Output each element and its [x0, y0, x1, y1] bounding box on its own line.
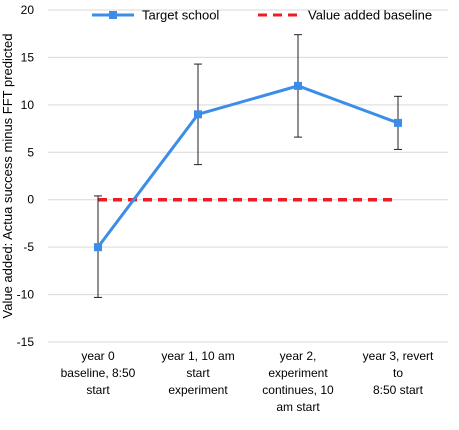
- y-axis-ticks: -15 -10 -5 0 5 10 15 20: [17, 3, 35, 349]
- y-tick-label: 15: [21, 50, 35, 64]
- y-tick-label: 20: [21, 3, 35, 17]
- y-tick-label: 10: [21, 98, 35, 112]
- x-tick-label: year 2, experiment continues, 10 am start: [262, 349, 334, 414]
- data-point: [194, 110, 202, 119]
- y-tick-label: 0: [27, 193, 34, 207]
- series-line: [96, 84, 399, 249]
- x-axis-ticks: year 0 baseline, 8:50 start year 1, 10 am st…: [61, 349, 434, 414]
- y-tick-label: -5: [23, 240, 34, 254]
- series-layer: [94, 34, 402, 298]
- legend: Target school Value added baseline: [92, 8, 432, 23]
- legend-marker: [109, 11, 117, 19]
- legend-label: Target school: [142, 8, 219, 23]
- data-point: [294, 81, 302, 90]
- y-tick-label: 5: [27, 145, 34, 159]
- data-point: [94, 243, 102, 252]
- gridlines: [48, 9, 448, 343]
- x-tick-label: year 0 baseline, 8:50 start: [61, 349, 136, 397]
- x-tick-label: year 1, 10 am start experiment: [161, 349, 234, 397]
- legend-label: Value added baseline: [308, 8, 432, 23]
- y-tick-label: -15: [17, 335, 35, 349]
- y-tick-label: -10: [17, 288, 35, 302]
- x-tick-label: year 3, revert to 8:50 start: [363, 349, 434, 397]
- data-point: [394, 118, 402, 127]
- y-axis-label: Value added: Actua success minus FFT pre…: [0, 34, 15, 319]
